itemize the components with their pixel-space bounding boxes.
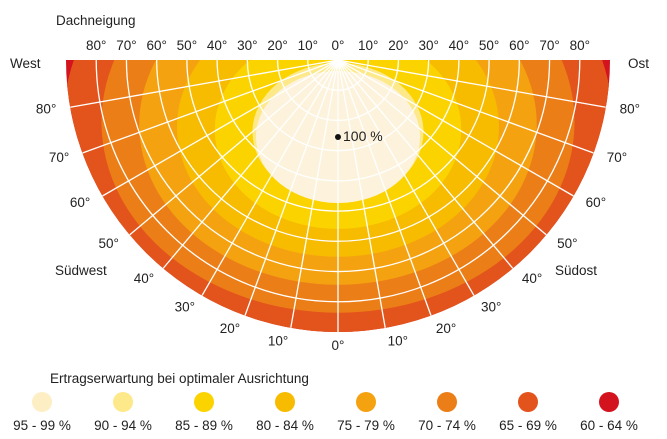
- diagram-title: Dachneigung: [56, 13, 136, 28]
- top-tick-label: 70°: [539, 38, 559, 53]
- azimuth-tick-label: 50°: [557, 236, 577, 251]
- azimuth-tick-label: 0°: [332, 338, 345, 353]
- legend-swatch: [275, 392, 295, 412]
- direction-east: Ost: [628, 56, 649, 71]
- azimuth-tick-label: 70°: [607, 150, 627, 165]
- azimuth-tick-label: 30°: [175, 300, 195, 315]
- azimuth-tick-label: 10°: [388, 334, 408, 349]
- azimuth-tick-label: 80°: [620, 102, 640, 117]
- legend-swatch: [194, 392, 214, 412]
- top-tick-labels: 80° 70° 60° 50° 40° 30° 20° 10° 0° 10° 20° 30° 40° 50…: [86, 38, 590, 53]
- azimuth-tick-label: 20°: [220, 321, 240, 336]
- top-tick-label: 40°: [449, 38, 469, 53]
- legend-label: 70 - 74 %: [418, 418, 476, 433]
- legend-swatch: [437, 392, 457, 412]
- legend-swatch: [518, 392, 538, 412]
- legend-label: 85 - 89 %: [175, 418, 233, 433]
- azimuth-tick-label: 40°: [134, 271, 154, 286]
- direction-southeast: Südost: [555, 263, 597, 278]
- top-tick-label: 50°: [479, 38, 499, 53]
- azimuth-tick-label: 50°: [98, 236, 118, 251]
- top-tick-label: 80°: [86, 38, 106, 53]
- legend-label: 60 - 64 %: [580, 418, 638, 433]
- azimuth-tick-label: 80°: [36, 102, 56, 117]
- top-tick-label: 20°: [388, 38, 408, 53]
- azimuth-tick-label: 10°: [268, 334, 288, 349]
- center-label: 100 %: [343, 128, 383, 144]
- legend-label: 95 - 99 %: [13, 418, 71, 433]
- legend-swatch: [599, 392, 619, 412]
- top-tick-label: 10°: [298, 38, 318, 53]
- legend-swatch: [113, 392, 133, 412]
- legend: 95 - 99 % 90 - 94 % 85 - 89 % 80 - 84 % 75 -…: [13, 392, 638, 433]
- top-tick-label: 10°: [358, 38, 378, 53]
- top-tick-label: 50°: [177, 38, 197, 53]
- top-tick-label: 20°: [267, 38, 287, 53]
- direction-southwest: Südwest: [55, 263, 107, 278]
- legend-swatch: [356, 392, 376, 412]
- azimuth-tick-label: 60°: [70, 195, 90, 210]
- top-tick-label: 60°: [146, 38, 166, 53]
- azimuth-tick-label: 40°: [522, 271, 542, 286]
- legend-label: 75 - 79 %: [337, 418, 395, 433]
- top-tick-label: 30°: [237, 38, 257, 53]
- legend-title: Ertragserwartung bei optimaler Ausrichtu…: [50, 371, 309, 386]
- top-tick-label: 60°: [509, 38, 529, 53]
- azimuth-tick-label: 60°: [586, 195, 606, 210]
- azimuth-tick-label: 70°: [49, 150, 69, 165]
- direction-west: West: [10, 56, 41, 71]
- top-tick-label: 80°: [570, 38, 590, 53]
- legend-label: 65 - 69 %: [499, 418, 557, 433]
- top-tick-label: 30°: [418, 38, 438, 53]
- legend-swatch: [32, 392, 52, 412]
- center-point-dot: [335, 134, 341, 140]
- azimuth-tick-label: 30°: [481, 300, 501, 315]
- legend-label: 90 - 94 %: [94, 418, 152, 433]
- legend-label: 80 - 84 %: [256, 418, 314, 433]
- top-tick-label: 70°: [116, 38, 136, 53]
- azimuth-tick-label: 20°: [436, 321, 456, 336]
- top-tick-label: 0°: [332, 38, 345, 53]
- top-tick-label: 40°: [207, 38, 227, 53]
